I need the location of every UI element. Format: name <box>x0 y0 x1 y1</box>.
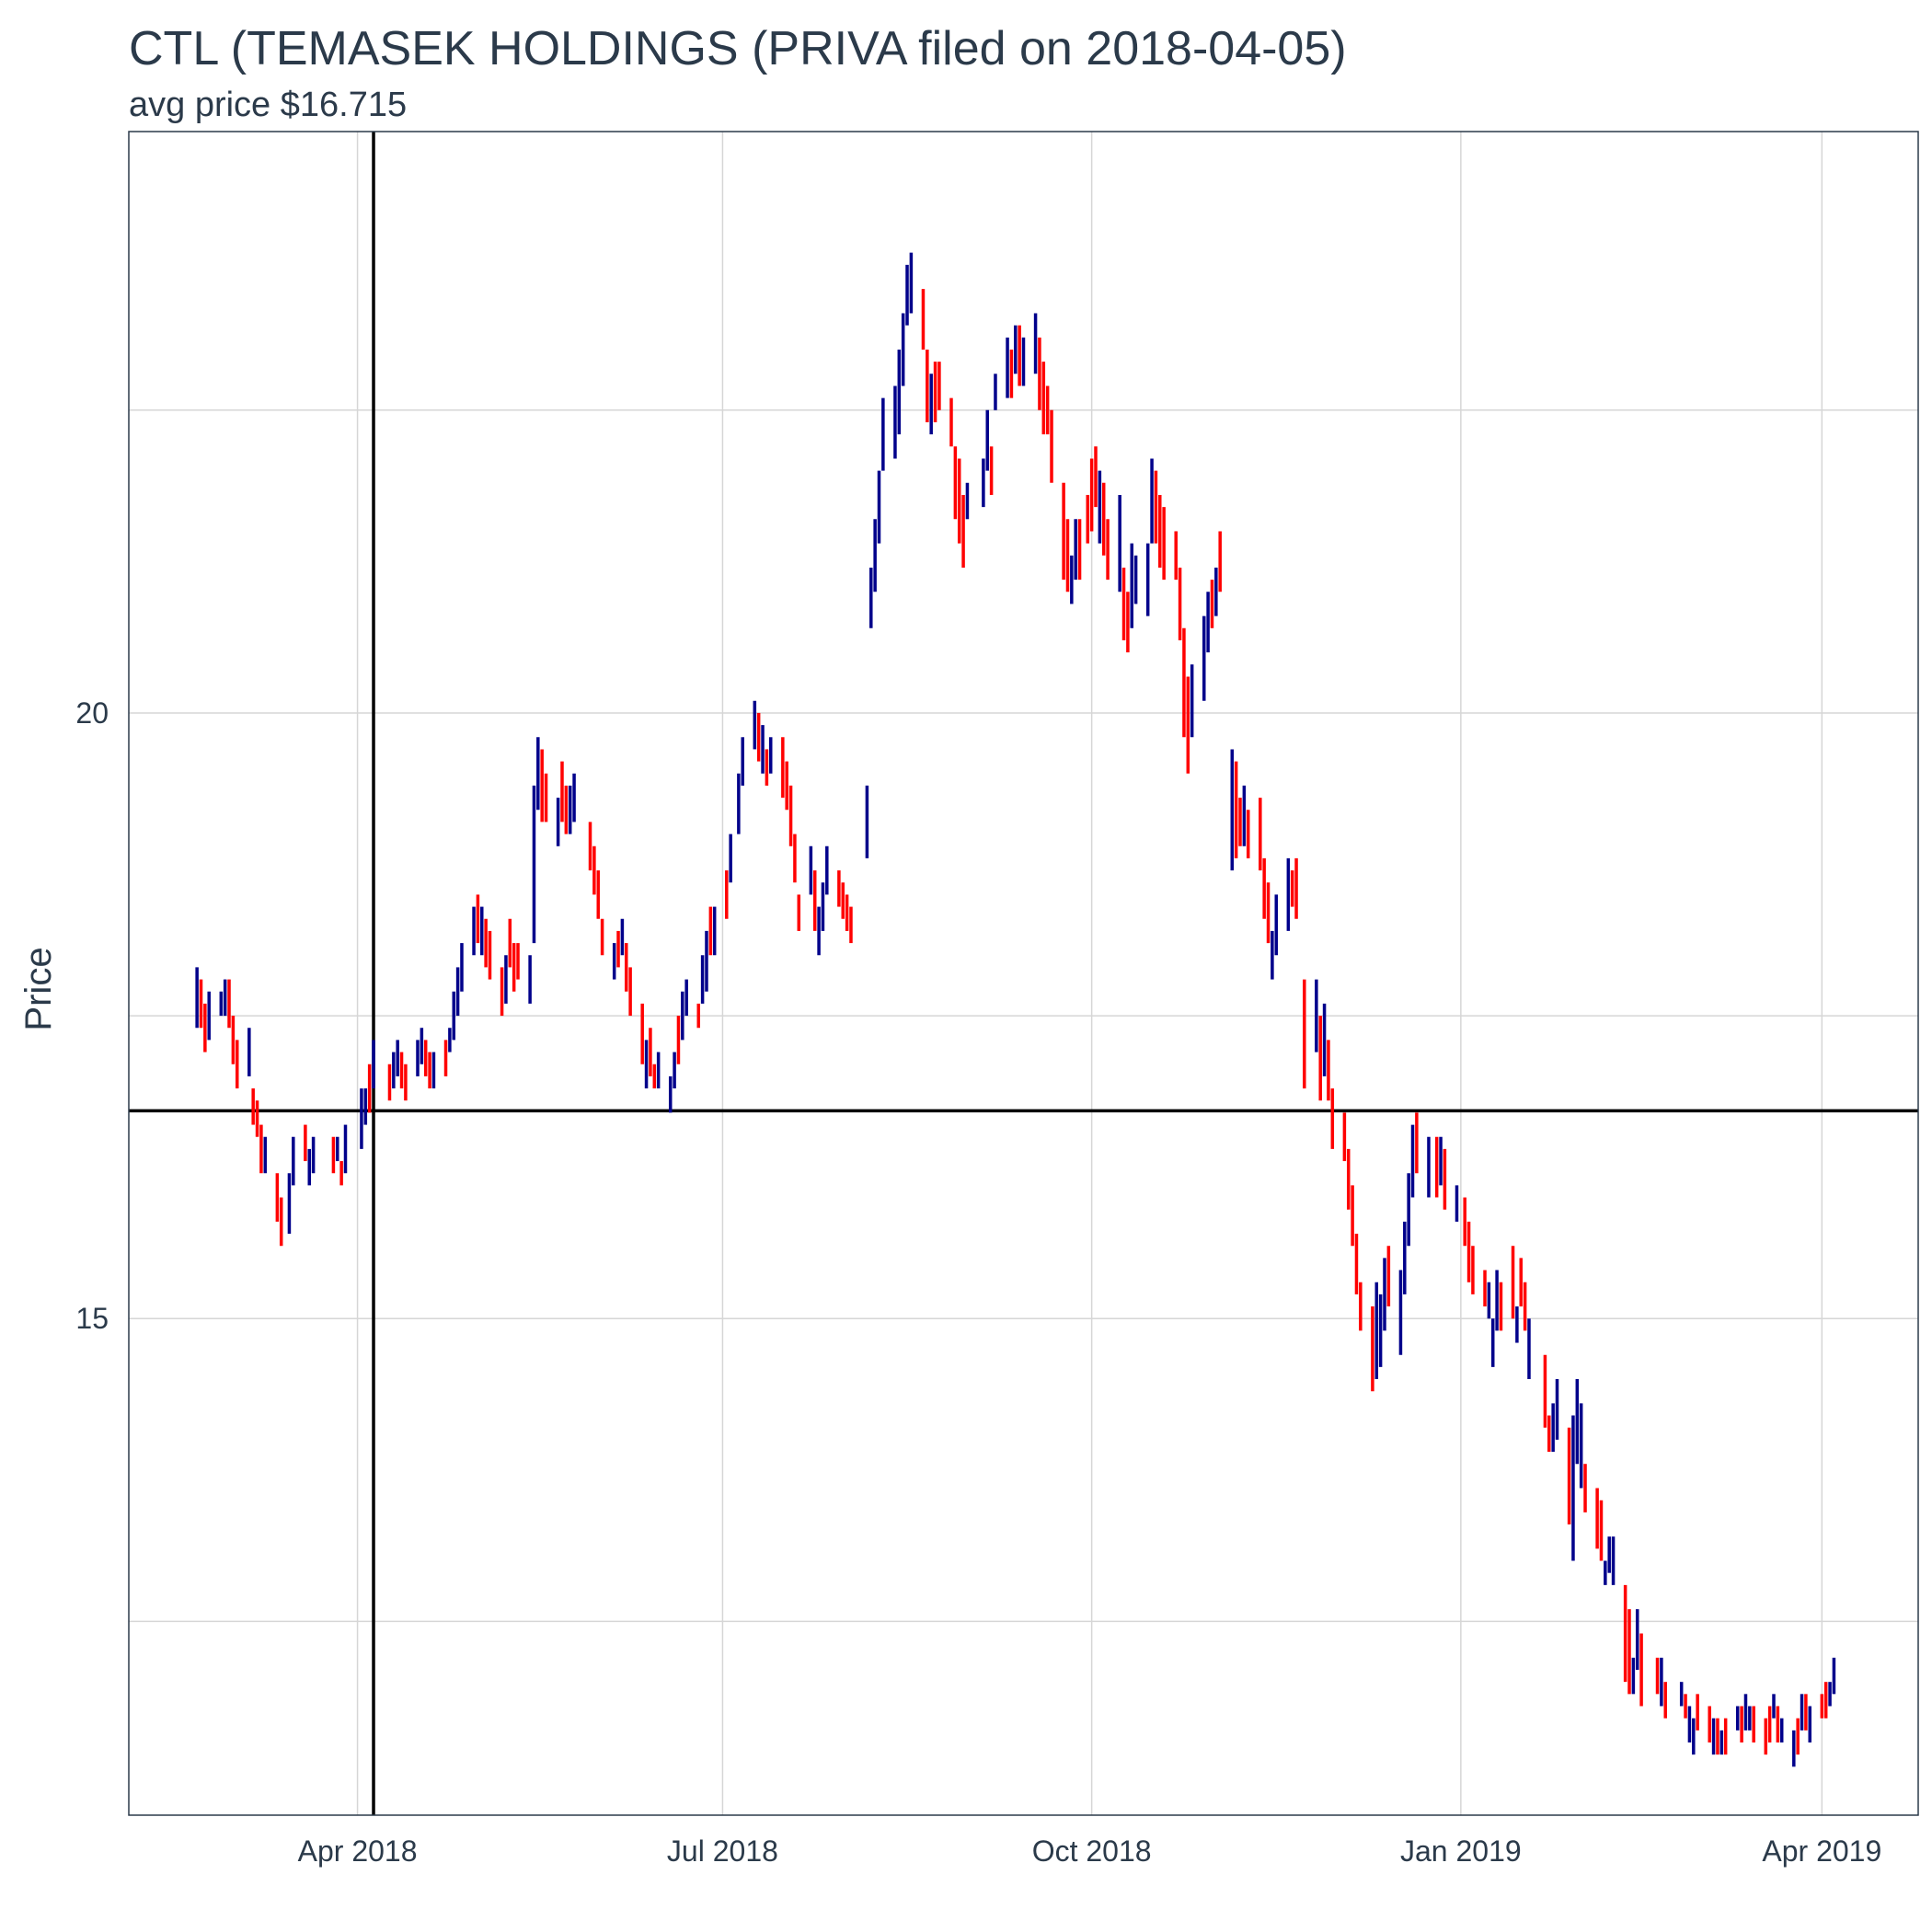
grid-lines <box>129 132 1918 1815</box>
chart-subtitle: avg price $16.715 <box>129 86 407 124</box>
reference-lines <box>129 132 1918 1815</box>
x-tick-label: Jul 2018 <box>667 1834 778 1868</box>
x-axis-ticks: Apr 2018 Jul 2018 Oct 2018 Jan 2019 Apr 2019 <box>298 1834 1882 1868</box>
price-bars <box>195 252 1836 1767</box>
y-axis-title: Price <box>18 947 59 1030</box>
x-tick-label: Jan 2019 <box>1400 1834 1522 1868</box>
y-tick-label: 15 <box>75 1302 109 1335</box>
x-tick-label: Apr 2018 <box>298 1834 418 1868</box>
chart-title: CTL (TEMASEK HOLDINGS (PRIVA filed on 20… <box>129 22 1347 75</box>
y-tick-label: 20 <box>75 696 109 730</box>
x-tick-label: Oct 2018 <box>1032 1834 1152 1868</box>
plot-panel-border <box>128 131 1919 1816</box>
x-tick-label: Apr 2019 <box>1762 1834 1881 1868</box>
